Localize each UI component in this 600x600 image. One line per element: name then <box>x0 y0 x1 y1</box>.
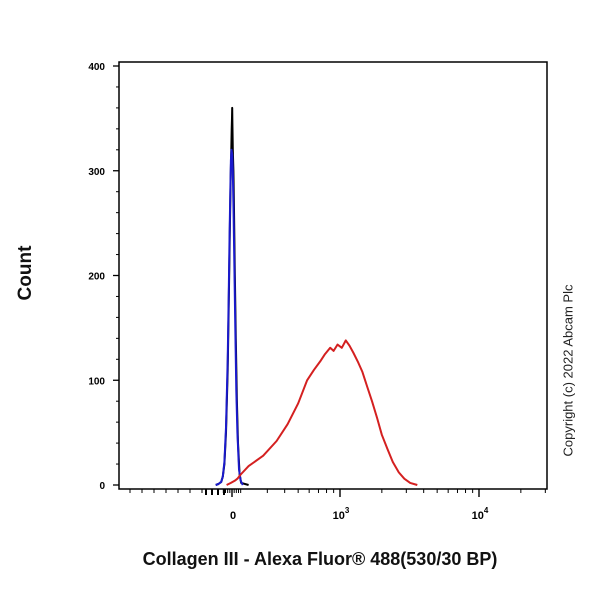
x-tick-label: 0 <box>230 510 236 522</box>
y-tick-label: 200 <box>88 272 105 283</box>
y-tick-label: 0 <box>99 481 105 492</box>
series-line-3 <box>226 339 418 486</box>
y-axis-label: Count <box>15 245 36 301</box>
series-line-2 <box>215 148 244 486</box>
copyright-notice: Copyright (c) 2022 Abcam Plc <box>560 284 576 457</box>
y-tick-label: 100 <box>88 376 105 387</box>
y-tick-label: 300 <box>88 167 105 178</box>
x-tick-label: 103 <box>333 506 350 522</box>
plot-area-frame <box>118 61 548 490</box>
x-axis-label: Collagen III - Alexa Fluor® 488(530/30 B… <box>142 549 498 569</box>
x-tick-label: 104 <box>472 506 489 522</box>
y-tick-label: 400 <box>88 62 105 73</box>
